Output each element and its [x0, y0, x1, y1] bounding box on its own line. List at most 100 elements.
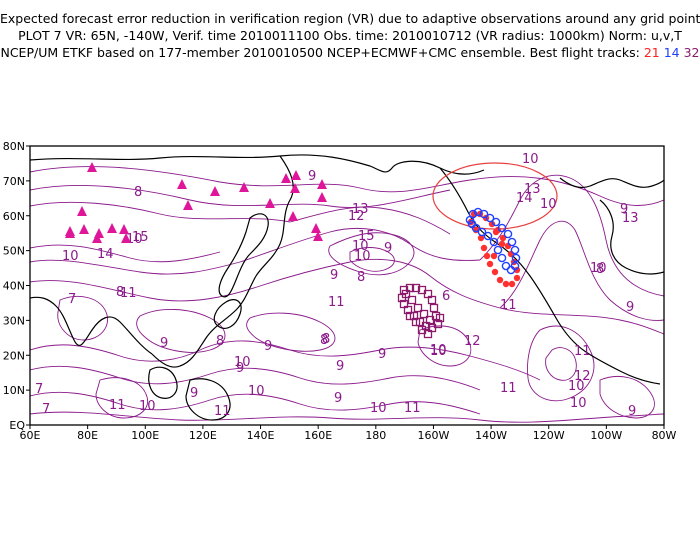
track-14-point [485, 213, 495, 223]
track-21-point [491, 268, 499, 276]
lat-tick-label: 50N [3, 245, 25, 258]
contour-label: 6 [442, 289, 450, 304]
lon-tick-label: 140E [247, 429, 275, 442]
contour-label: 9 [378, 347, 386, 362]
observation-triangle [239, 182, 249, 192]
contour-label: 11 [328, 295, 345, 310]
contour-label: 11 [574, 344, 591, 359]
track-32-point [399, 299, 409, 309]
lon-tick-label: 80E [77, 429, 98, 442]
lon-tick-label: 180 [365, 429, 386, 442]
contour-label: 9 [336, 359, 344, 374]
lat-tick-label: EQ [9, 419, 25, 432]
contour-label: 9 [190, 386, 198, 401]
contour-label: 10 [522, 152, 539, 167]
track-14-point [467, 219, 477, 229]
longitude-axis: 60E 80E 100E 120E 140E 160E 180 160W 140W 120W 100… [20, 425, 677, 442]
observation-triangle [291, 170, 301, 180]
contour-label: 11 [109, 398, 126, 413]
title-line-3-text: NCEP/UM ETKF based on 177-member 2010010… [0, 45, 640, 60]
contour-label: 12 [348, 209, 365, 224]
track-21-point [504, 242, 512, 250]
track-14-point [510, 245, 520, 255]
track-32-point [413, 303, 423, 313]
track-32-point [407, 295, 417, 305]
title-line-1: Expected forecast error reduction in ver… [0, 11, 700, 26]
observation-triangle [119, 224, 129, 234]
contour-label: 13 [622, 211, 639, 226]
observation-triangle [313, 231, 323, 241]
track-14-point [491, 217, 501, 227]
observation-triangle [177, 179, 187, 189]
contour-label: 9 [330, 268, 338, 283]
contour-label: 10 [354, 249, 371, 264]
contour-label: 7 [68, 292, 76, 307]
contour-label: 14 [97, 247, 114, 262]
contour-label: 10 [234, 355, 251, 370]
track-32-point [425, 315, 435, 325]
contour-label: 9 [160, 336, 168, 351]
track-32-point [411, 317, 421, 327]
contour-lines [30, 166, 664, 423]
title-line-3: NCEP/UM ETKF based on 177-member 2010010… [0, 46, 700, 60]
track-21-point [496, 276, 504, 284]
track-21-point [502, 280, 510, 288]
lat-tick-label: 60N [3, 210, 25, 223]
track-14-point [493, 245, 503, 255]
contour-label: 10 [370, 401, 387, 416]
track-21-point [508, 280, 516, 288]
contour-label: 9 [626, 300, 634, 315]
contour-label: 15 [132, 230, 149, 245]
contour-label: 8 [134, 185, 142, 200]
track-21-point [513, 274, 521, 282]
contour-label: 14 [516, 191, 533, 206]
track-14-point [468, 209, 478, 219]
track-label-14: 14 [663, 45, 680, 60]
contour-label: 10 [352, 239, 369, 254]
contour-label: 13 [524, 182, 541, 197]
lat-tick-label: 20N [3, 349, 25, 362]
contour-label: 10 [139, 399, 156, 414]
contour-label: 9 [308, 169, 316, 184]
contour-label: 8 [596, 262, 604, 277]
observation-triangle [92, 233, 102, 243]
observation-triangle [265, 198, 275, 208]
contour-label: 11 [214, 404, 231, 419]
track-14-point [497, 223, 507, 233]
contour-label: 10 [570, 396, 587, 411]
track-14-point [477, 227, 487, 237]
contour-label: 8 [116, 285, 124, 300]
track-14-point [501, 261, 511, 271]
contour-label: 9 [620, 202, 628, 217]
track-21-point [480, 244, 488, 252]
lon-tick-label: 80W [652, 429, 677, 442]
observation-triangle [288, 211, 298, 221]
contour-label: 15 [358, 229, 375, 244]
track-21-point [498, 240, 506, 248]
contour-label: 9 [236, 361, 244, 376]
contour-label: 8 [322, 332, 330, 347]
contour-label: 8 [357, 270, 365, 285]
track-21-point [513, 266, 521, 274]
track-14-point [511, 253, 521, 263]
contour-label: 10 [430, 344, 447, 359]
flight-track-32 [397, 283, 445, 339]
track-14-point [497, 253, 507, 263]
lat-tick-label: 80N [3, 140, 25, 153]
observation-triangle [79, 224, 89, 234]
track-32-point [423, 329, 433, 339]
contour-label: 11 [120, 286, 137, 301]
contour-label: 10 [590, 261, 607, 276]
track-14-point [507, 237, 517, 247]
observation-triangle [317, 179, 327, 189]
track-32-point [429, 303, 439, 313]
lat-tick-label: 30N [3, 314, 25, 327]
lon-tick-label: 120E [189, 429, 217, 442]
contour-label: 9 [334, 391, 342, 406]
track-14-point [503, 229, 513, 239]
lon-tick-label: 100W [590, 429, 622, 442]
contour-label: 12 [574, 369, 591, 384]
contour-label: 12 [464, 334, 481, 349]
